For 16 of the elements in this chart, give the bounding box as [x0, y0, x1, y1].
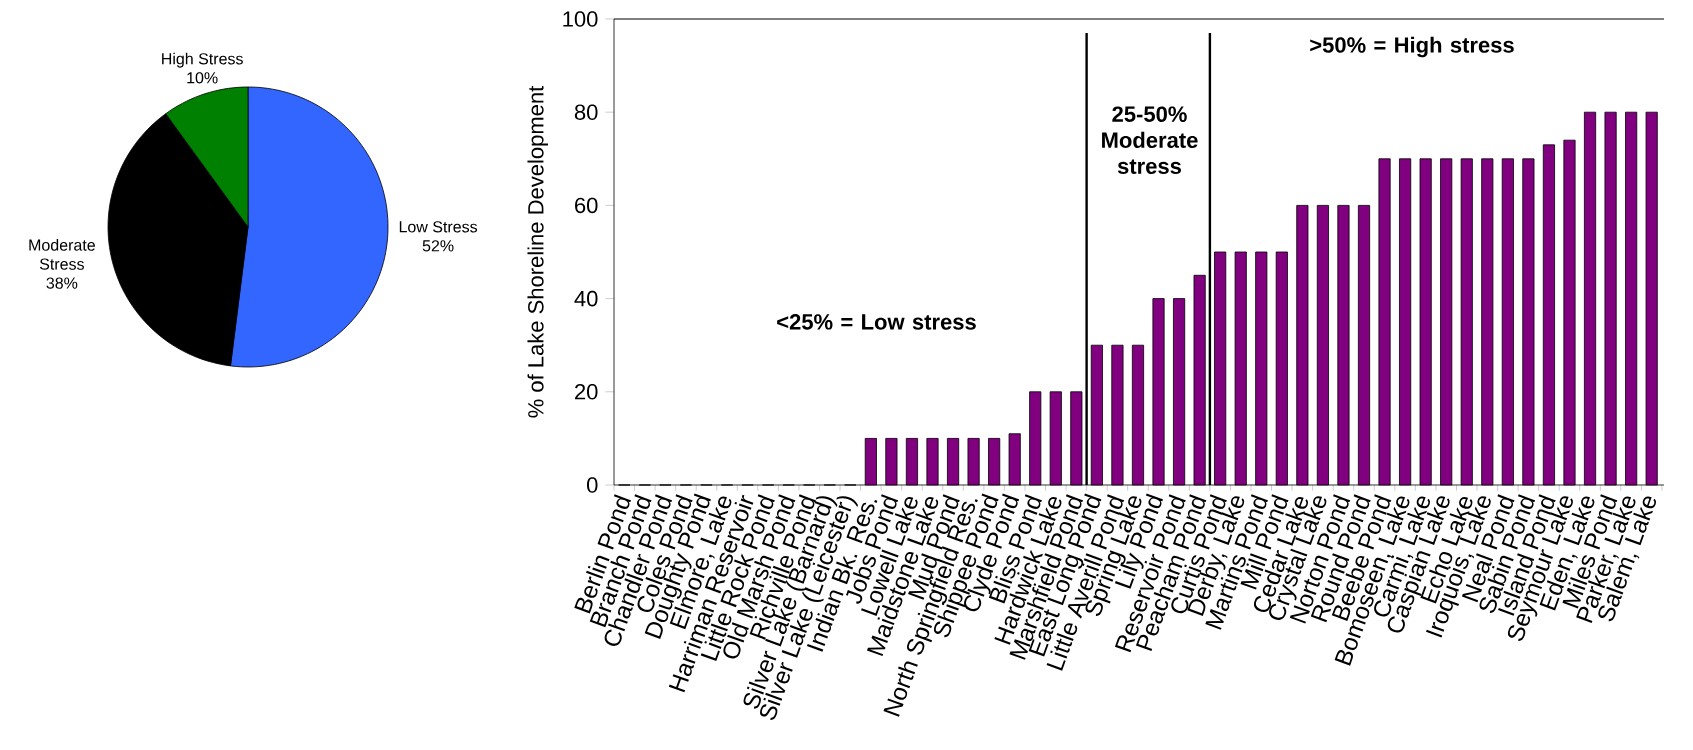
slice-label: High Stress — [162, 52, 243, 68]
y-tick-label: 0 — [587, 477, 598, 493]
annotation: <25% = Low stress — [777, 314, 976, 330]
slice-label: Low Stress — [399, 221, 478, 233]
y-tick-label: 60 — [575, 197, 598, 214]
data-label: 52% — [422, 240, 454, 252]
y-tick-label: 40 — [574, 290, 598, 307]
slice-label: Moderate Stress — [29, 239, 95, 270]
data-label: 10% — [187, 72, 218, 84]
y-tick-label: 20 — [575, 384, 598, 400]
annotation: >50% = High stress — [1310, 36, 1514, 58]
data-label: 38% — [46, 277, 78, 289]
y-tick-label: 100 — [563, 11, 598, 27]
annotation: 25-50% Moderate stress — [1102, 106, 1198, 174]
y-axis-title: % of Lake Shoreline Development — [527, 85, 548, 418]
y-tick-label: 80 — [574, 104, 598, 120]
